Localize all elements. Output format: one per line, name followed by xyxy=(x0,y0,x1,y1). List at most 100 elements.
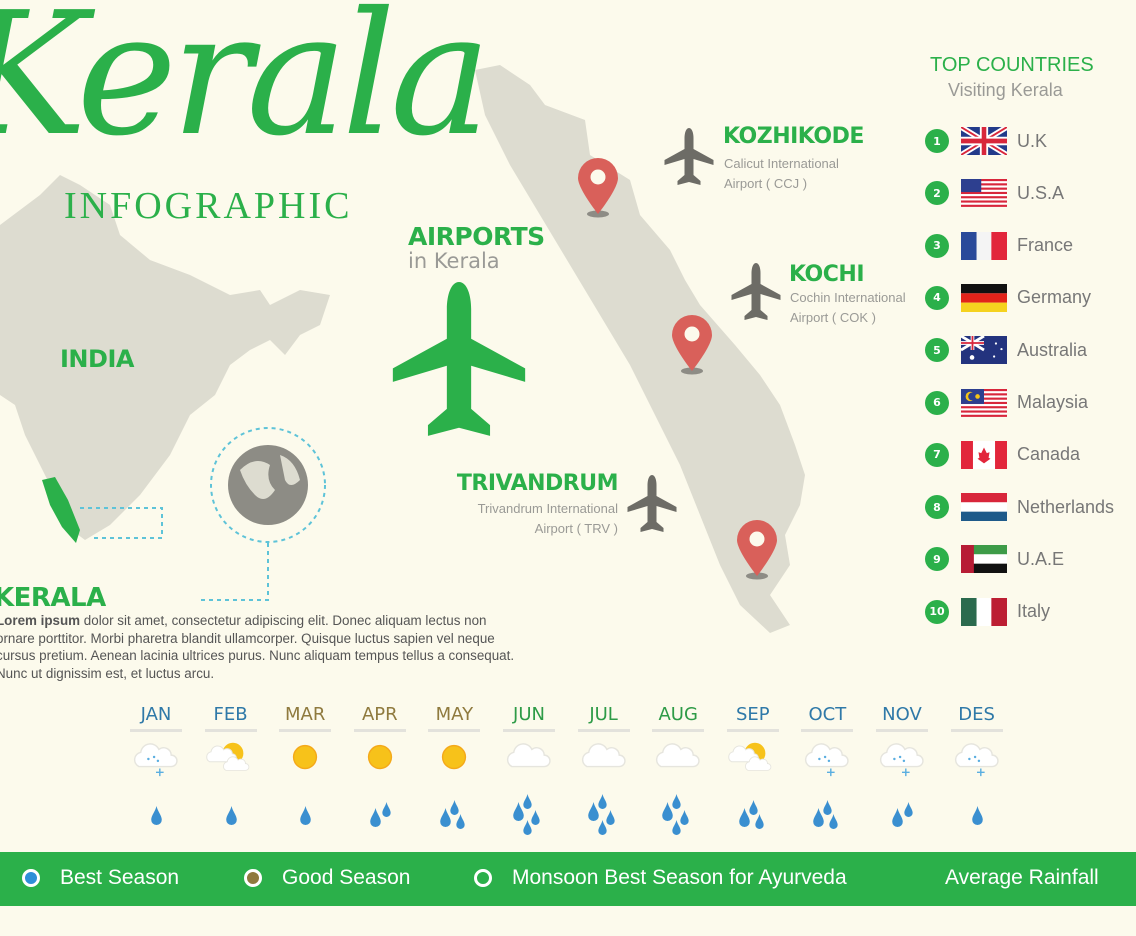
airport-desc-line: Calicut International xyxy=(724,156,839,171)
rainfall-drops xyxy=(513,794,540,835)
rainfall-drops xyxy=(662,794,689,835)
india-map xyxy=(0,175,330,543)
airports-heading: AIRPORTS xyxy=(408,222,545,251)
raindrop-icon xyxy=(151,806,162,825)
airport-desc-line: Cochin International xyxy=(790,290,906,305)
raindrop-icon xyxy=(739,808,750,827)
rank-badge: 1 xyxy=(925,129,949,153)
raindrop-icon xyxy=(225,806,237,825)
airplane-icon xyxy=(730,263,782,323)
month-label: APR xyxy=(353,704,406,732)
rainfall-drops xyxy=(151,806,162,825)
country-row: 8 Netherlands xyxy=(925,490,1114,524)
rank-badge: 6 xyxy=(925,390,949,415)
map-pin-icon xyxy=(578,158,618,218)
flag-france-icon xyxy=(961,231,1007,260)
good-season-dot xyxy=(244,869,262,887)
page-subtitle: INFOGRAPHIC xyxy=(64,185,353,227)
airport-name-kochi: KOCHI xyxy=(789,262,865,287)
sun-icon xyxy=(442,744,467,770)
description-text: dolor sit amet, consectetur adipiscing e… xyxy=(0,613,515,681)
map-pin-icon xyxy=(672,315,712,375)
country-name: U.K xyxy=(1017,130,1048,151)
month-label: JAN xyxy=(130,704,182,732)
rank-badge: 5 xyxy=(925,338,949,363)
sun-cloud-icon xyxy=(205,742,249,771)
country-name: Canada xyxy=(1017,444,1081,465)
flag-germany-icon xyxy=(961,283,1007,312)
sun-icon xyxy=(367,744,392,770)
raindrop-icon xyxy=(523,794,532,809)
raindrop-icon xyxy=(587,802,599,821)
raindrop-icon xyxy=(755,814,764,829)
raindrop-icon xyxy=(370,808,381,827)
airport-desc-line: Airport ( TRV ) xyxy=(534,521,618,536)
raindrop-icon xyxy=(904,802,913,817)
month-label: OCT xyxy=(801,704,854,732)
rainfall-drops xyxy=(370,802,391,827)
country-row: 2 U.S.A xyxy=(925,176,1064,210)
airplane-icon xyxy=(386,282,532,444)
rainfall-drops xyxy=(971,806,983,825)
cloud-icon xyxy=(506,743,551,768)
rainfall-drops xyxy=(892,802,913,827)
rank-badge: 10 xyxy=(925,599,949,624)
raindrop-icon xyxy=(513,802,524,821)
kerala-label: KERALA xyxy=(0,583,106,613)
cloud-icon xyxy=(656,743,700,768)
legend-best: Best Season xyxy=(22,866,179,890)
raindrop-icon xyxy=(829,814,839,829)
country-row: 7 Canada xyxy=(925,438,1080,472)
country-name: Germany xyxy=(1017,287,1092,308)
raindrop-icon xyxy=(749,800,758,815)
sun-cloud-icon xyxy=(728,742,772,771)
raindrop-icon xyxy=(680,810,689,825)
country-row: 3 France xyxy=(925,229,1073,263)
country-name: Australia xyxy=(1017,339,1088,360)
airport-name-trivandrum: TRIVANDRUM xyxy=(456,471,619,496)
country-row: 6 Malaysia xyxy=(925,386,1088,420)
rainfall-drops xyxy=(587,794,615,835)
rainfall-drops xyxy=(300,806,311,825)
flag-netherlands-icon xyxy=(961,493,1007,522)
rainfall-drops xyxy=(739,800,764,829)
country-row: 5 Australia xyxy=(925,333,1087,367)
raindrop-icon xyxy=(523,820,532,835)
kerala-map xyxy=(475,65,805,633)
month-label: JUN xyxy=(503,704,555,732)
airplane-icon xyxy=(626,475,678,535)
raindrop-icon xyxy=(662,802,673,821)
month-label: MAY xyxy=(428,704,481,732)
month-label: NOV xyxy=(876,704,928,732)
raindrop-icon xyxy=(456,814,466,829)
legend-bar: Best Season Good Season Monsoon Best Sea… xyxy=(0,852,1136,906)
rank-badge: 8 xyxy=(925,495,949,520)
cloud-icon xyxy=(581,743,626,768)
airport-desc: Calicut International Airport ( CCJ ) xyxy=(724,154,839,194)
legend-good: Good Season xyxy=(244,866,410,890)
snow-cloud-icon xyxy=(879,743,924,777)
raindrop-icon xyxy=(597,794,607,809)
airport-desc: Trivandrum International Airport ( TRV ) xyxy=(418,499,618,539)
rank-badge: 9 xyxy=(925,547,949,572)
month-label: FEB xyxy=(204,704,257,732)
snow-cloud-icon xyxy=(133,743,178,777)
airport-name-kozhikode: KOZHIKODE xyxy=(723,124,864,149)
rank-badge: 3 xyxy=(925,233,949,258)
country-name: France xyxy=(1017,235,1074,256)
raindrop-icon xyxy=(440,808,452,827)
airport-desc-line: Airport ( CCJ ) xyxy=(724,176,808,191)
countries-heading: TOP COUNTRIES xyxy=(930,54,1094,76)
flag-australia-icon xyxy=(961,336,1007,365)
raindrop-icon xyxy=(450,800,460,815)
country-row: 9 U.A.E xyxy=(925,542,1064,576)
flag-italy-icon xyxy=(961,597,1007,626)
kerala-description: Lorem ipsum dolor sit amet, consectetur … xyxy=(0,612,516,682)
raindrop-icon xyxy=(672,794,681,809)
airport-desc-line: Trivandrum International xyxy=(477,501,618,516)
month-label: DES xyxy=(950,704,1003,732)
flag-uk-icon xyxy=(961,127,1007,155)
snow-cloud-icon xyxy=(805,743,850,777)
country-name: Malaysia xyxy=(1017,392,1089,412)
legend-monsoon: Monsoon Best Season for Ayurveda xyxy=(474,866,847,890)
